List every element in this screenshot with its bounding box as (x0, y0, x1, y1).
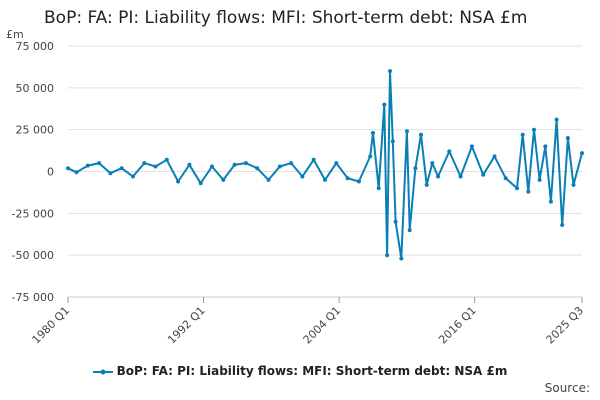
data-point (560, 223, 565, 227)
data-point (532, 127, 536, 132)
data-point (571, 182, 576, 187)
data-point (390, 139, 395, 144)
data-point (289, 161, 294, 166)
data-point (198, 181, 203, 186)
x-tick-label: 2025 Q3 (544, 304, 587, 347)
data-point (399, 256, 404, 261)
data-point (153, 164, 158, 169)
x-tick-label: 2004 Q1 (301, 304, 344, 347)
data-point (323, 177, 327, 182)
data-point (554, 117, 559, 122)
data-point (393, 219, 398, 224)
data-point (345, 176, 350, 181)
y-tick-label: -50 000 (12, 249, 54, 262)
data-point (176, 179, 181, 184)
x-tick-label: 1992 Q1 (165, 304, 208, 347)
data-point (376, 186, 381, 191)
data-point (221, 177, 226, 182)
data-point (243, 161, 248, 166)
data-point (520, 132, 525, 137)
data-point (356, 179, 361, 184)
data-point (404, 129, 409, 134)
y-axis-unit-label: £m (6, 28, 24, 41)
data-point (266, 177, 271, 182)
data-point (131, 174, 135, 179)
data-point (97, 161, 102, 166)
y-tick-label: -25 000 (12, 207, 54, 220)
data-point (368, 154, 373, 159)
data-point (565, 136, 570, 140)
data-point (430, 161, 435, 166)
chart-title: BoP: FA: PI: Liability flows: MFI: Short… (44, 8, 528, 28)
data-point (334, 161, 339, 166)
data-point (515, 186, 519, 191)
data-point (142, 161, 147, 166)
data-point (164, 157, 169, 162)
y-tick-label: -75 000 (12, 291, 54, 304)
data-point (580, 151, 584, 156)
data-point (481, 172, 486, 177)
data-point (255, 166, 260, 171)
data-point (210, 164, 214, 169)
data-point (108, 171, 113, 176)
data-point (300, 174, 305, 179)
data-point (74, 170, 79, 175)
data-point (85, 163, 90, 168)
data-point (526, 189, 531, 194)
y-tick-label: 50 000 (16, 82, 55, 95)
data-point (119, 166, 124, 171)
x-tick-label: 1980 Q1 (30, 304, 73, 347)
y-tick-label: 0 (47, 166, 54, 179)
source-label[interactable]: Source: (544, 381, 590, 395)
data-point (385, 253, 390, 258)
x-tick-label: 2016 Q1 (436, 304, 479, 347)
data-point (388, 69, 392, 74)
data-point (371, 131, 375, 135)
y-tick-label: 25 000 (16, 124, 55, 137)
data-point (492, 154, 497, 159)
data-point (232, 162, 237, 167)
data-point (419, 132, 423, 137)
data-point (537, 177, 542, 182)
data-point (436, 174, 440, 179)
y-tick-label: 75 000 (16, 40, 55, 53)
data-point (311, 157, 316, 162)
data-point (277, 164, 282, 169)
data-point (407, 228, 412, 233)
data-point (548, 199, 553, 204)
data-point (447, 149, 452, 154)
data-point (66, 166, 70, 171)
data-point (382, 102, 387, 107)
data-point (469, 144, 474, 149)
legend[interactable]: BoP: FA: PI: Liability flows: MFI: Short… (0, 364, 600, 378)
data-point (503, 176, 508, 181)
data-point (543, 144, 548, 149)
legend-series-label: BoP: FA: PI: Liability flows: MFI: Short… (116, 364, 508, 378)
data-point (187, 162, 192, 167)
data-point (458, 174, 463, 179)
legend-line-marker-icon (92, 369, 113, 374)
data-point (424, 182, 429, 187)
data-point (413, 166, 418, 171)
